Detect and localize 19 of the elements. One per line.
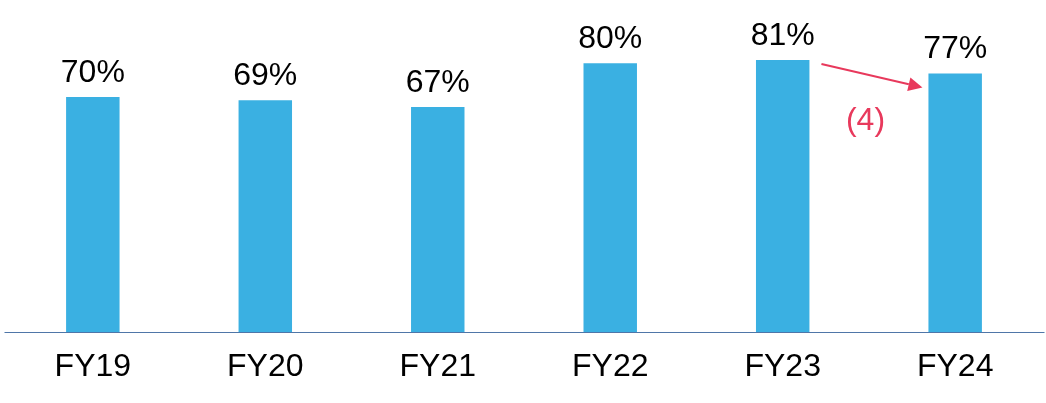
data-label: 77%: [923, 29, 988, 66]
data-label: 80%: [578, 19, 643, 56]
annotation: (4): [845, 101, 886, 139]
x-tick-label: FY24: [916, 346, 994, 383]
data-label: 67%: [405, 63, 470, 100]
data-label: 70%: [60, 52, 125, 89]
x-tick-label: FY21: [399, 346, 477, 383]
bar: [755, 60, 810, 332]
x-tick-label: FY19: [54, 346, 132, 383]
x-tick-label: FY23: [744, 346, 821, 383]
data-label: 81%: [750, 16, 815, 52]
bar: [411, 107, 465, 332]
x-tick-label: FY22: [571, 346, 649, 383]
bar: [66, 96, 120, 332]
x-tick-label: FY20: [227, 346, 304, 383]
bar: [583, 63, 637, 332]
bar: [238, 100, 293, 332]
bar: [928, 73, 982, 332]
data-label: 69%: [233, 56, 298, 93]
